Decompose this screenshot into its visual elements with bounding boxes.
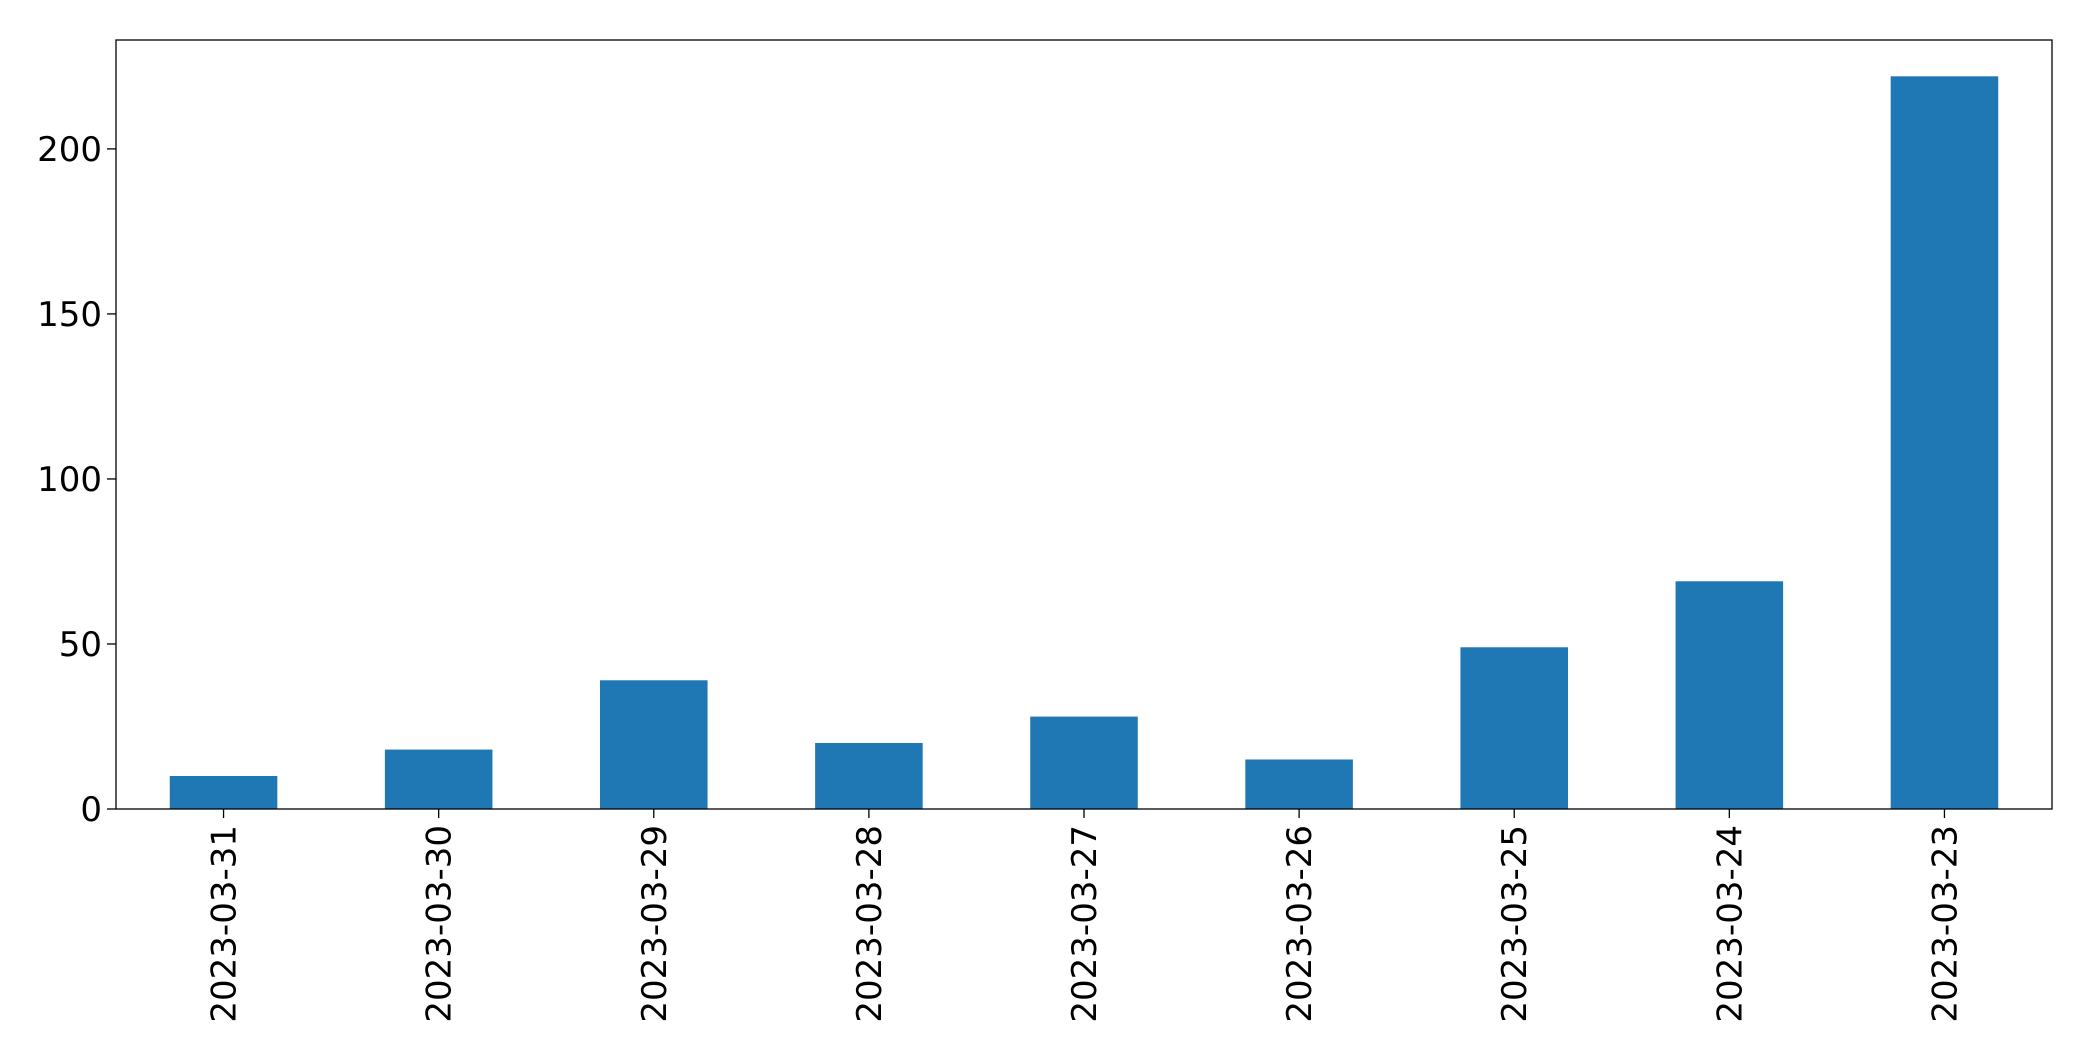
y-tick-label: 100: [37, 460, 102, 500]
x-tick-label: 2023-03-29: [635, 825, 675, 1023]
y-tick-label: 200: [37, 130, 102, 170]
bar: [815, 742, 923, 809]
y-tick-label: 50: [59, 625, 102, 665]
x-tick-label: 2023-03-26: [1280, 825, 1320, 1023]
x-tick-label: 2023-03-23: [1925, 825, 1965, 1023]
x-tick-label: 2023-03-28: [850, 825, 890, 1023]
y-tick-label: 0: [80, 790, 102, 830]
bar: [1675, 581, 1784, 809]
bar: [384, 749, 493, 809]
x-tick-label: 2023-03-24: [1710, 825, 1750, 1023]
x-tick-label: 2023-03-25: [1495, 825, 1535, 1023]
bar: [1460, 647, 1568, 809]
bar: [600, 680, 708, 809]
y-tick-label: 150: [37, 295, 102, 335]
bar: [1245, 759, 1353, 809]
x-tick-label: 2023-03-31: [205, 825, 245, 1023]
x-tick-label: 2023-03-30: [420, 825, 460, 1023]
x-tick-label: 2023-03-27: [1065, 825, 1105, 1023]
bar: [1890, 76, 1999, 810]
bar: [1030, 716, 1138, 809]
bar: [169, 775, 278, 809]
plot-frame: [115, 39, 2053, 810]
